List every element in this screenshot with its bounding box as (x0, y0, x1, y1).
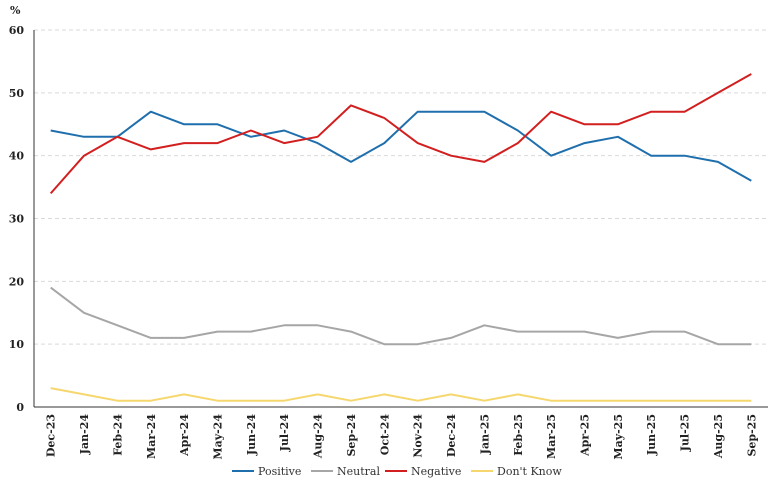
y-tick-label: 30 (9, 213, 25, 226)
legend: Positive Neutral Negative Don't Know (232, 465, 562, 478)
legend-label-positive: Positive (258, 465, 301, 478)
x-tick-label: Apr-25 (579, 414, 592, 457)
axes (33, 30, 768, 408)
legend-label-negative: Negative (411, 465, 461, 478)
series-line-positive (50, 110, 752, 182)
x-tick-label: Mar-25 (545, 414, 558, 459)
x-tick-label: Jul-25 (679, 414, 692, 452)
legend-label-don-t-know: Don't Know (497, 465, 562, 478)
x-tick-label: Jan-24 (78, 414, 91, 456)
x-tick-label: May-25 (612, 414, 625, 460)
x-tick-label: Dec-23 (45, 414, 58, 457)
y-tick-label: 60 (9, 24, 25, 37)
x-tick-label: Feb-25 (512, 414, 525, 456)
x-tick-label: Jul-24 (278, 414, 291, 453)
x-tick-label: Sep-25 (745, 414, 758, 457)
x-tick-label: May-24 (212, 414, 225, 460)
y-tick-label: 40 (9, 150, 25, 163)
y-tick-label: 20 (9, 275, 25, 288)
y-tick-label: 50 (9, 87, 25, 100)
y-tick-labels: 0 10 20 30 40 50 60 (9, 24, 25, 414)
x-tick-label: Mar-24 (145, 414, 158, 459)
x-tick-label: Jun-24 (245, 414, 258, 456)
x-tick-label: Jun-25 (645, 414, 658, 456)
x-tick-label: Jan-25 (478, 414, 491, 455)
series-line-neutral (50, 286, 752, 346)
y-tick-label: 10 (9, 338, 25, 351)
series-line-don-t-know (50, 387, 752, 402)
x-tick-label: Feb-24 (111, 414, 124, 456)
x-tick-label: Aug-25 (712, 414, 725, 459)
y-axis-label: % (10, 4, 21, 17)
x-tick-labels: Dec-23 Jan-24 Feb-24 Mar-24 Apr-24 May-24 Jun-… (45, 414, 759, 460)
x-tick-label: Apr-24 (178, 414, 191, 457)
x-tick-label: Sep-24 (345, 414, 358, 457)
x-tick-label: Dec-24 (445, 414, 458, 457)
series-line-negative (49, 73, 752, 195)
y-tick-label: 0 (16, 401, 24, 414)
x-tick-label: Oct-24 (378, 414, 391, 456)
legend-label-neutral: Neutral (337, 465, 380, 478)
x-tick-label: Aug-24 (312, 414, 325, 459)
x-tick-label: Nov-24 (412, 414, 425, 458)
gridlines (34, 29, 768, 345)
series-lines (49, 73, 752, 402)
